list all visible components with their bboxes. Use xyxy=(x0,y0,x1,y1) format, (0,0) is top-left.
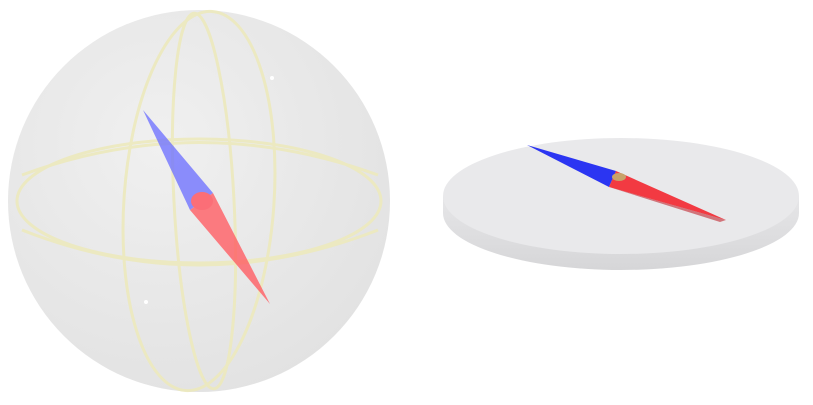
needle-north xyxy=(143,110,213,210)
sphere-compass-icon xyxy=(8,9,390,393)
needle-north xyxy=(527,145,616,187)
needle-south xyxy=(609,171,726,220)
sphere-needle xyxy=(143,110,270,304)
disc-top xyxy=(443,138,799,254)
needle-shadow xyxy=(609,187,726,222)
needle-south xyxy=(190,193,270,304)
sparkle xyxy=(270,76,274,80)
sphere-meridians xyxy=(15,9,383,393)
needle-pivot xyxy=(191,192,213,210)
disc-compass-icon xyxy=(443,138,799,270)
needle-pivot xyxy=(612,173,626,181)
sparkle xyxy=(144,300,148,304)
